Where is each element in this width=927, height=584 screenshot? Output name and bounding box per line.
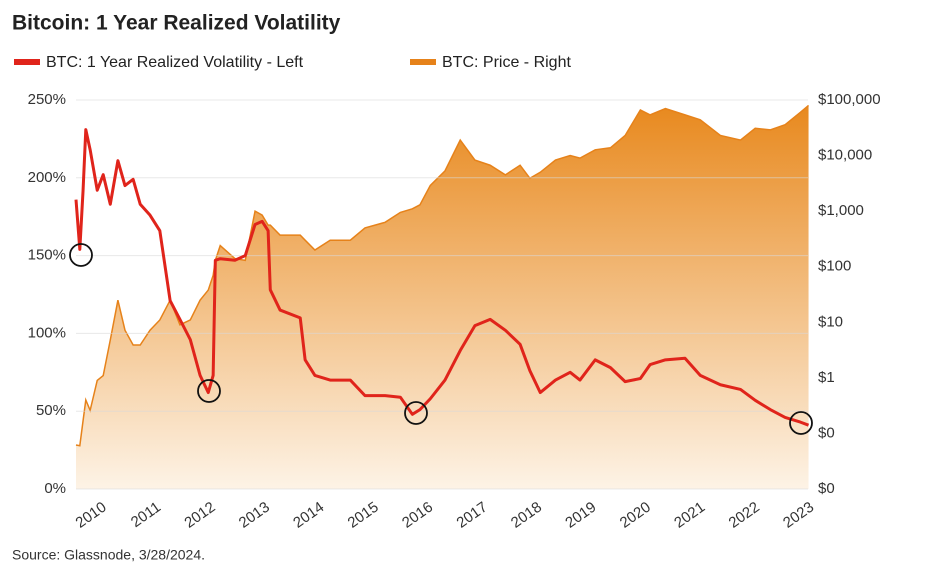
x-tick-label: 2013 — [236, 499, 273, 532]
chart-title: Bitcoin: 1 Year Realized Volatility — [12, 12, 341, 35]
x-tick-label: 2017 — [453, 499, 490, 532]
price-line — [75, 104, 810, 447]
y2-tick-label: $100 — [818, 258, 851, 275]
y2-tick-label: $1 — [818, 369, 835, 386]
x-tick-label: 2012 — [181, 499, 218, 532]
legend-label: BTC: Price - Right — [442, 54, 571, 71]
y2-tick-label: $1,000 — [818, 202, 864, 219]
x-tick-label: 2023 — [780, 499, 817, 532]
y-tick-label: 200% — [28, 169, 66, 186]
y-tick-label: 150% — [28, 247, 66, 264]
x-tick-label: 2022 — [726, 499, 763, 532]
x-tick-label: 2021 — [671, 499, 708, 532]
highlight-circle — [789, 411, 813, 435]
y-tick-label: 0% — [44, 480, 66, 497]
legend-swatch — [14, 59, 40, 65]
legend-swatch — [410, 59, 436, 65]
x-tick-label: 2018 — [508, 499, 545, 532]
x-tick-label: 2010 — [73, 499, 110, 532]
highlight-circle — [197, 379, 221, 403]
y-tick-label: 50% — [36, 402, 66, 419]
highlight-circle — [69, 243, 93, 267]
y2-tick-label: $10,000 — [818, 147, 872, 164]
x-tick-label: 2016 — [399, 499, 436, 532]
x-tick-label: 2020 — [617, 499, 654, 532]
x-tick-label: 2011 — [128, 499, 164, 531]
volatility-line — [74, 128, 810, 427]
x-tick-label: 2015 — [345, 499, 382, 532]
highlight-circle — [404, 401, 428, 425]
y-tick-label: 250% — [28, 91, 66, 108]
source-note: Source: Glassnode, 3/28/2024. — [12, 547, 205, 563]
x-tick-label: 2014 — [290, 499, 327, 532]
y2-tick-label: $0 — [818, 424, 835, 441]
y2-tick-label: $10 — [818, 313, 843, 330]
y-tick-label: 100% — [28, 324, 66, 341]
y2-tick-label: $0 — [818, 480, 835, 497]
y2-tick-label: $100,000 — [818, 91, 881, 108]
price-area — [76, 105, 809, 489]
x-tick-label: 2019 — [562, 499, 599, 532]
legend-label: BTC: 1 Year Realized Volatility - Left — [46, 54, 304, 71]
